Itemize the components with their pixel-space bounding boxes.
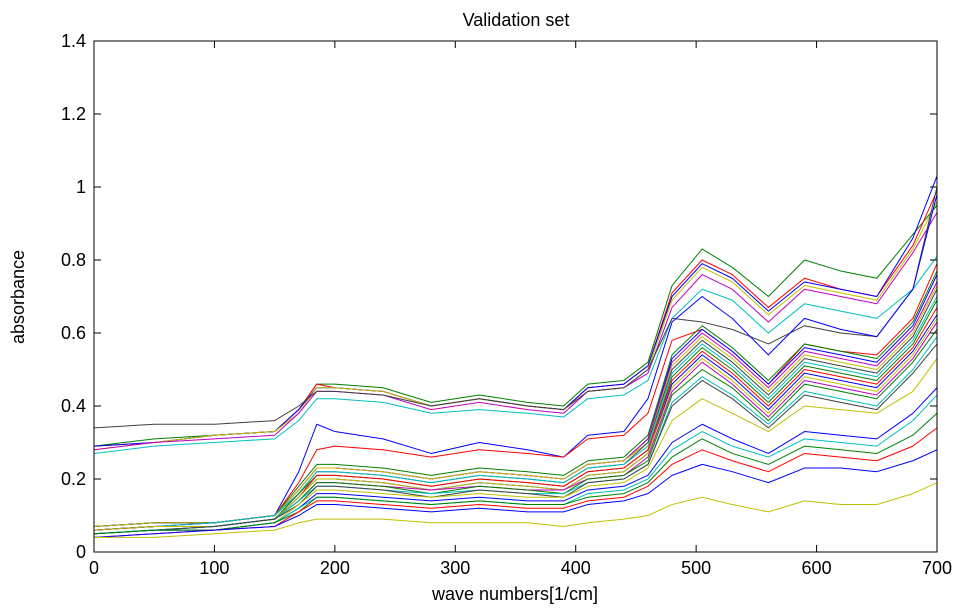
y-tick-label: 0.2 [61, 469, 86, 489]
series-line-14 [93, 288, 938, 531]
series-line-24 [93, 358, 938, 535]
y-tick-label: 1.2 [61, 104, 86, 124]
x-tick-label: 300 [440, 558, 470, 578]
x-tick-label: 100 [199, 558, 229, 578]
tick-layer: 0 100 200 300 400 500 600 700 0 0.2 0.4 0.6 0.8 1 1.2 1… [61, 31, 952, 578]
y-tick-label: 0.6 [61, 323, 86, 343]
series-line-7 [93, 186, 938, 429]
series-line-30 [94, 482, 938, 538]
series-line-6 [93, 256, 938, 454]
series-line-5 [93, 212, 938, 451]
series-line-27 [93, 412, 938, 535]
series-line-9 [93, 263, 938, 527]
series-line-1 [93, 204, 938, 447]
series-line-26 [93, 394, 938, 535]
x-tick-label: 200 [320, 558, 350, 578]
x-tick-label: 600 [802, 558, 832, 578]
x-tick-label: 500 [681, 558, 711, 578]
series-line-13 [93, 285, 938, 527]
series-layer [93, 175, 938, 538]
series-line-10 [93, 270, 938, 527]
series-line-22 [93, 336, 938, 535]
y-tick-label: 0.4 [61, 396, 86, 416]
series-line-16 [93, 299, 938, 531]
x-tick-label: 400 [561, 558, 591, 578]
series-line-8 [93, 194, 938, 527]
y-axis-label: absorbance [8, 250, 28, 344]
plot-frame [93, 40, 938, 553]
series-line-25 [93, 387, 938, 535]
y-tick-label: 0.8 [61, 250, 86, 270]
series-line-3 [93, 175, 938, 447]
series-line-28 [93, 427, 938, 538]
x-axis-label: wave numbers[1/cm] [431, 584, 598, 604]
y-tick-label: 1 [76, 177, 86, 197]
x-tick-label: 0 [89, 558, 99, 578]
chart-title: Validation set [463, 10, 570, 30]
x-tick-label: 700 [922, 558, 952, 578]
series-line-15 [93, 296, 938, 531]
series-line-18 [93, 314, 938, 531]
series-line-29 [93, 449, 938, 538]
series-line-19 [93, 318, 938, 531]
y-tick-label: 0 [76, 542, 86, 562]
y-tick-label: 1.4 [61, 31, 86, 51]
